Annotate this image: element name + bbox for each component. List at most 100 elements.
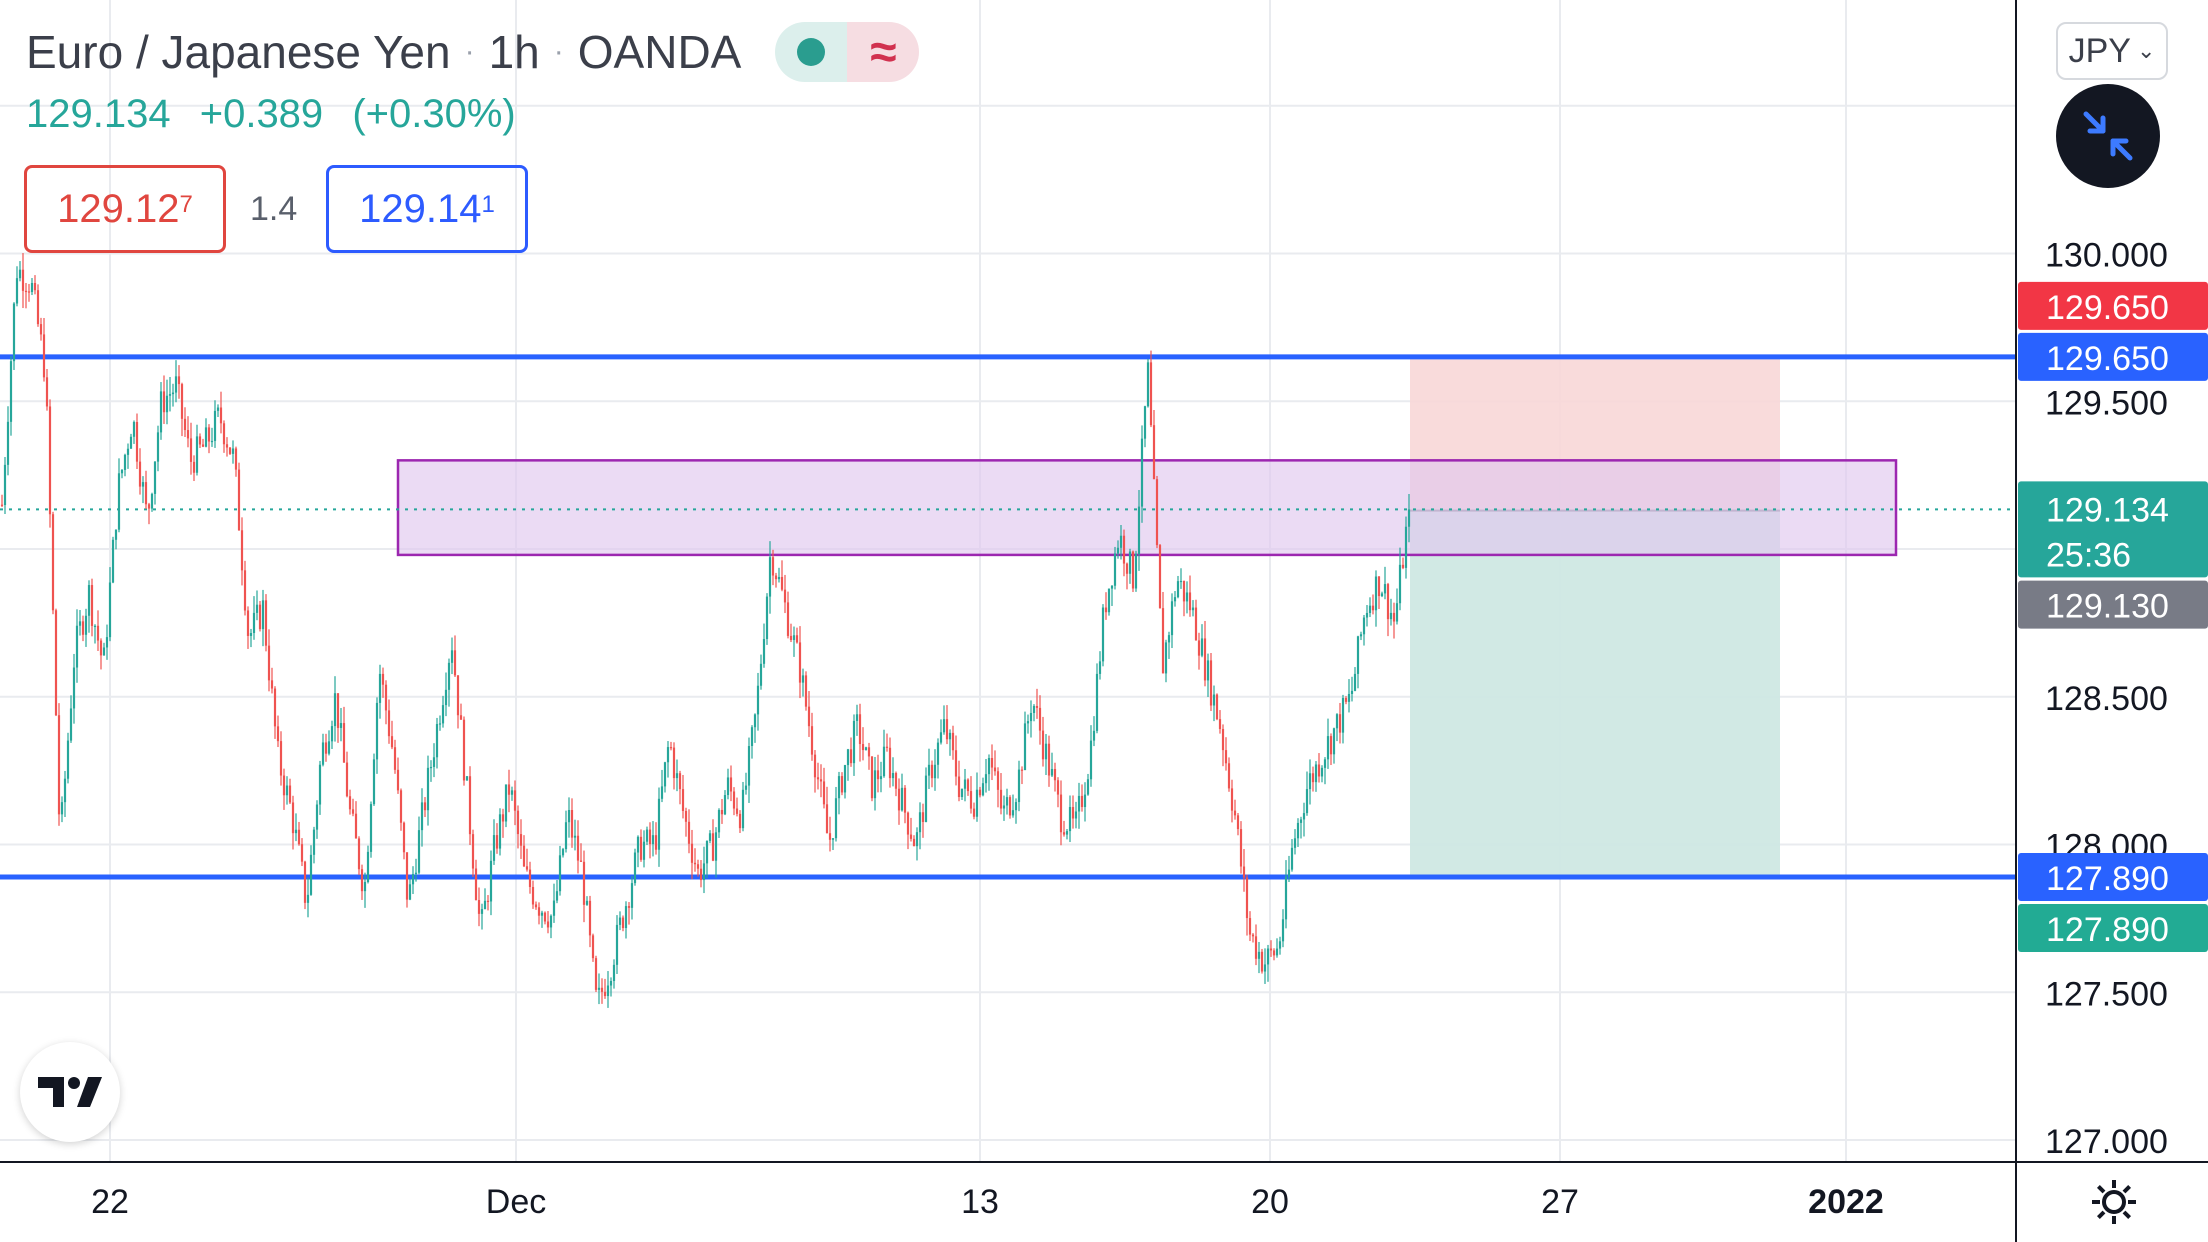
candle-body (252, 612, 256, 634)
candle-body (51, 514, 55, 611)
candle-body (303, 861, 307, 903)
price-change-percent: (+0.30%) (352, 92, 516, 136)
bid-price: 129.12 (57, 186, 180, 231)
candle-body (120, 469, 124, 474)
candle-body (1275, 948, 1279, 956)
candle-body (201, 444, 205, 447)
candle-body (1218, 719, 1222, 729)
candle-body (984, 774, 988, 784)
candle-body (771, 557, 775, 576)
candle-body (1335, 714, 1339, 729)
candle-body (159, 391, 163, 433)
candle-body (759, 663, 763, 686)
candle-body (1245, 877, 1249, 919)
candle-body (801, 675, 805, 683)
candle-body (1353, 673, 1357, 691)
candle-body (1041, 730, 1045, 760)
candle-body (1062, 832, 1066, 835)
candle-body (909, 834, 913, 839)
candle-body (519, 834, 523, 846)
price-tick-label: 130.000 (2045, 237, 2168, 275)
candle-body (333, 693, 337, 727)
buy-button[interactable]: 129.14 1 (326, 165, 528, 253)
candle-body (93, 625, 97, 628)
candle-body (213, 410, 217, 441)
candle-body (438, 723, 442, 725)
candle-body (1317, 764, 1321, 777)
candle-body (1176, 581, 1180, 598)
broker-name: OANDA (577, 26, 742, 78)
candle-body (468, 776, 472, 835)
candle-body (126, 448, 130, 455)
candle-body (1188, 592, 1192, 611)
candle-body (372, 759, 376, 805)
candle-body (1263, 964, 1267, 972)
candle-body (1236, 815, 1240, 830)
candle-body (921, 812, 925, 822)
supply-zone-rectangle[interactable] (396, 459, 1898, 557)
candle-body (1095, 673, 1099, 731)
candle-body (579, 860, 583, 862)
symbol-name[interactable]: Euro / Japanese Yen (26, 26, 451, 78)
candle-body (36, 290, 40, 325)
candle-body (1344, 698, 1348, 702)
candle-body (225, 444, 229, 448)
candle-body (60, 802, 64, 815)
candle-body (390, 736, 394, 748)
collapse-arrows-icon[interactable] (2056, 84, 2160, 188)
candle-body (1170, 601, 1174, 636)
tradingview-logo-icon[interactable] (20, 1042, 120, 1142)
candle-body (399, 790, 403, 823)
candle-body (726, 777, 730, 796)
candle-body (708, 833, 712, 841)
candle-body (57, 715, 61, 815)
candle-body (888, 747, 892, 779)
candle-body (231, 448, 235, 454)
candle-body (309, 854, 313, 895)
currency-selector[interactable]: JPY ⌄ (2056, 22, 2168, 80)
market-status-pill[interactable]: ≈ (775, 22, 920, 82)
candlestick-series (0, 253, 1411, 1008)
candle-body (945, 719, 949, 740)
candle-body (1083, 794, 1087, 808)
sell-button[interactable]: 129.12 7 (24, 165, 226, 253)
candle-body (612, 964, 616, 981)
candle-body (294, 829, 298, 834)
candle-body (1038, 707, 1042, 731)
candle-body (381, 673, 385, 685)
candle-body (1182, 580, 1186, 602)
candle-body (300, 844, 304, 862)
interval[interactable]: 1h (488, 26, 540, 78)
candle-body (267, 645, 271, 681)
candle-body (657, 798, 661, 850)
candle-body (285, 785, 289, 796)
candle-body (1194, 607, 1198, 641)
candle-body (1128, 551, 1132, 574)
price-label-text: 129.130 (2046, 588, 2169, 626)
short-position-tool[interactable] (1410, 356, 1780, 878)
candle-body (1266, 948, 1270, 965)
candle-body (1122, 535, 1126, 564)
candle-body (1068, 807, 1072, 832)
candle-body (732, 791, 736, 809)
candle-body (33, 283, 37, 291)
candle-body (915, 832, 919, 847)
candle-body (1281, 919, 1285, 942)
candle-body (348, 796, 352, 810)
gear-icon[interactable] (2086, 1174, 2142, 1230)
candle-body (204, 427, 208, 447)
candle-body (1320, 767, 1324, 777)
horizontal-levels[interactable] (0, 354, 2016, 880)
candle-body (99, 640, 103, 656)
candle-body (354, 813, 358, 839)
price-label-last (2018, 481, 2208, 578)
price-label-text: 129.650 (2046, 340, 2169, 378)
candle-body (681, 789, 685, 811)
candle-body (255, 604, 259, 613)
candle-body (810, 726, 814, 755)
price-label-line (2018, 332, 2208, 381)
candle-body (780, 576, 784, 590)
candle-body (1377, 576, 1381, 597)
bid-pipette: 7 (179, 191, 193, 218)
